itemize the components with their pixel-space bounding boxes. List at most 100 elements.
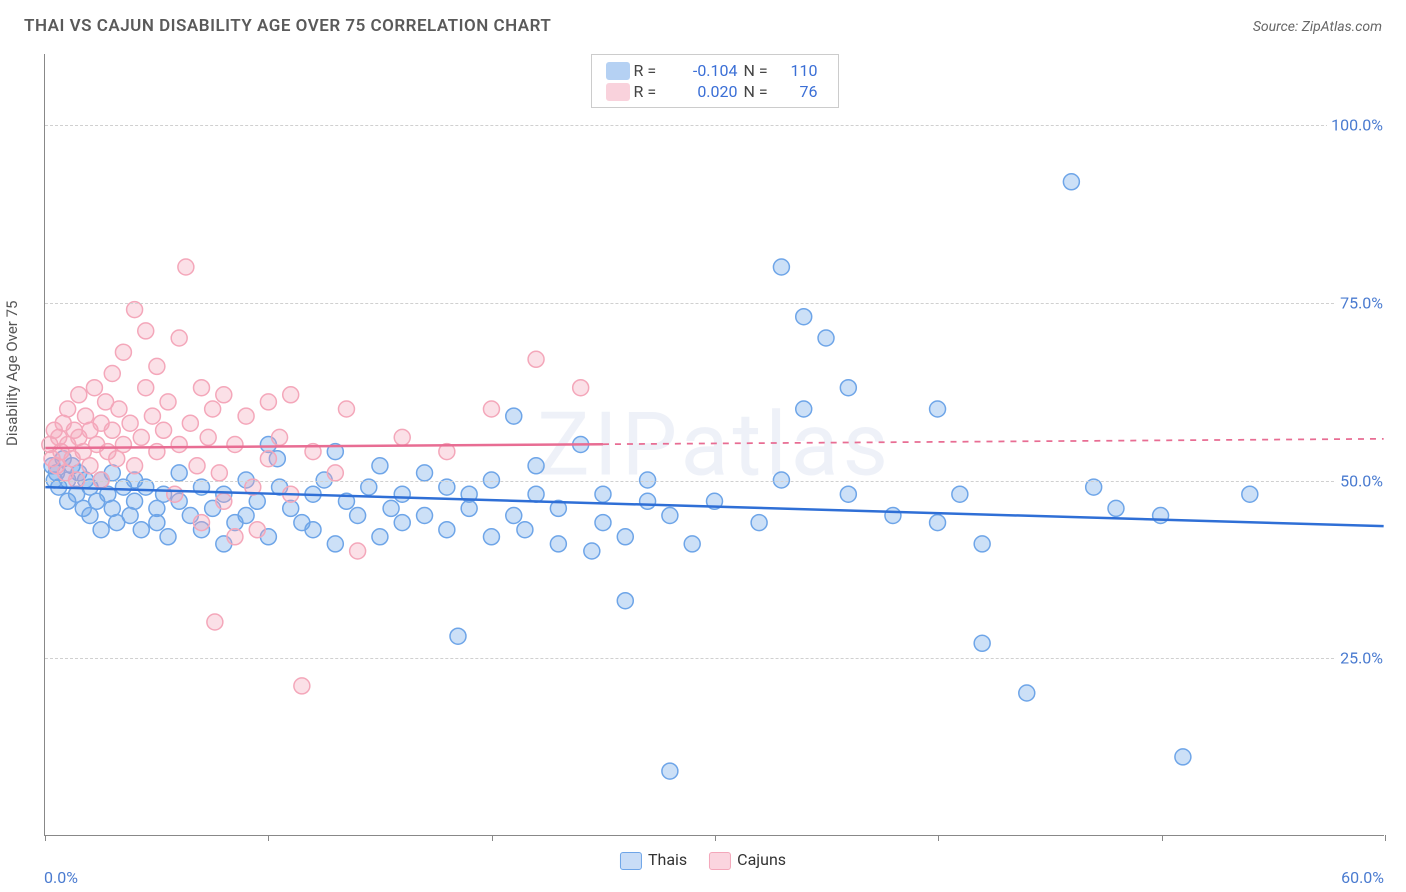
data-point [1153,508,1169,524]
data-point [111,401,127,417]
data-point [394,515,410,531]
series-legend: Thais Cajuns [620,850,786,870]
data-point [394,429,410,445]
data-point [127,458,143,474]
data-point [930,515,946,531]
data-point [294,678,310,694]
data-point [584,543,600,559]
gridline [45,125,1384,126]
legend-n-value: 76 [784,82,824,101]
data-point [194,515,210,531]
data-point [82,458,98,474]
data-point [60,401,76,417]
x-tick-mark [715,835,716,841]
legend-swatch [606,83,630,101]
data-point [974,536,990,552]
data-point [394,486,410,502]
x-tick-min: 0.0% [44,868,78,887]
data-point [350,508,366,524]
data-point [238,508,254,524]
legend-r-label: R = [634,61,674,80]
data-point [417,508,433,524]
data-point [211,465,227,481]
data-point [205,401,221,417]
x-tick-mark [1162,835,1163,841]
data-point [974,635,990,651]
y-tick-label: 100.0% [1327,116,1387,135]
legend-swatch [606,62,630,80]
data-point [227,437,243,453]
legend-swatch [620,852,642,870]
data-point [194,380,210,396]
legend-n-label: N = [744,61,784,80]
data-point [483,401,499,417]
data-point [86,380,102,396]
data-point [260,394,276,410]
gridline [45,481,1384,482]
legend-item: Thais [620,850,687,870]
scatter-plot-svg [45,54,1384,835]
data-point [818,330,834,346]
data-point [200,429,216,445]
data-point [751,515,767,531]
data-point [528,458,544,474]
source-label: Source: ZipAtlas.com [1253,19,1382,35]
plot-area: ZIPatlas R =-0.104N =110R =0.020N =76 25… [44,54,1384,836]
data-point [952,486,968,502]
data-point [115,437,131,453]
correlation-legend: R =-0.104N =110 R =0.020N =76 [591,54,839,108]
data-point [171,330,187,346]
data-point [149,515,165,531]
data-point [796,401,812,417]
data-point [439,522,455,538]
data-point [662,508,678,524]
data-point [160,529,176,545]
data-point [138,380,154,396]
data-point [640,493,656,509]
data-point [450,628,466,644]
y-tick-label: 75.0% [1336,293,1387,312]
data-point [383,500,399,516]
data-point [1242,486,1258,502]
legend-n-label: N = [744,82,784,101]
chart-title: THAI VS CAJUN DISABILITY AGE OVER 75 COR… [24,16,551,36]
data-point [796,309,812,325]
data-point [517,522,533,538]
data-point [156,422,172,438]
gridline [45,658,1384,659]
data-point [573,380,589,396]
data-point [272,429,288,445]
data-point [93,522,109,538]
legend-r-value: 0.020 [674,82,744,101]
legend-item: Cajuns [709,850,786,870]
data-point [528,486,544,502]
data-point [227,529,243,545]
data-point [260,451,276,467]
data-point [930,401,946,417]
data-point [1175,749,1191,765]
data-point [283,387,299,403]
data-point [171,437,187,453]
data-point [138,323,154,339]
x-tick-mark [938,835,939,841]
legend-r-label: R = [634,82,674,101]
data-point [684,536,700,552]
data-point [1019,685,1035,701]
trend-line-extrapolated [603,439,1384,444]
data-point [115,344,131,360]
data-point [127,302,143,318]
data-point [171,465,187,481]
legend-n-value: 110 [784,61,824,80]
data-point [595,515,611,531]
x-tick-mark [45,835,46,841]
data-point [238,408,254,424]
data-point [104,422,120,438]
data-point [182,415,198,431]
data-point [207,614,223,630]
data-point [216,493,232,509]
legend-r-value: -0.104 [674,61,744,80]
x-tick-mark [492,835,493,841]
x-tick-max: 60.0% [1341,868,1384,887]
data-point [773,259,789,275]
data-point [160,394,176,410]
